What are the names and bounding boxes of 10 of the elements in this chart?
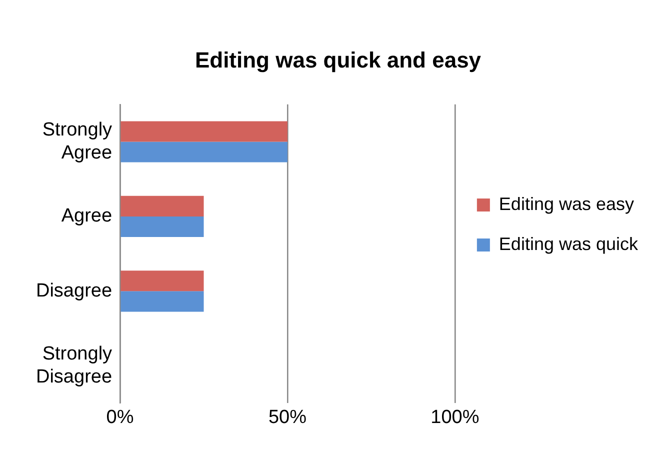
x-tick-label: 100% [430, 406, 480, 428]
legend-label: Editing was quick [498, 234, 639, 254]
y-tick-label: Strongly Disagree [36, 344, 113, 388]
y-tick-label: Disagree [36, 280, 112, 302]
y-tick-label: Strongly Agree [42, 120, 113, 164]
chart-title: Editing was quick and easy [194, 47, 482, 72]
x-tick-label: 50% [268, 406, 307, 428]
x-tick-label: 0% [106, 406, 134, 428]
y-tick-label: Agree [61, 206, 112, 227]
legend-label: Editing was easy [498, 194, 634, 214]
